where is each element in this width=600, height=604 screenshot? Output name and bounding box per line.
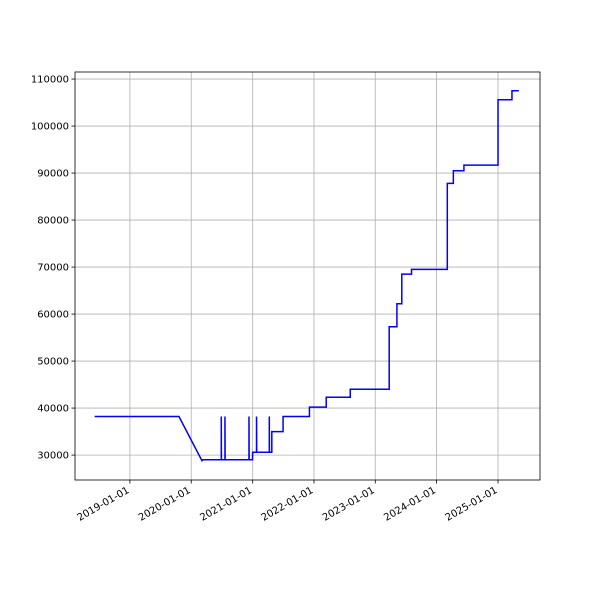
y-tick-label: 110000 bbox=[31, 75, 69, 86]
plot-frame bbox=[74, 71, 541, 481]
y-tick-label: 60000 bbox=[37, 310, 69, 321]
y-tick-label: 90000 bbox=[37, 169, 69, 180]
y-tick-label: 50000 bbox=[37, 357, 69, 368]
y-tick-label: 100000 bbox=[31, 122, 69, 133]
y-tick-label: 40000 bbox=[37, 404, 69, 415]
y-tick-label: 80000 bbox=[37, 216, 69, 227]
y-tick-label: 30000 bbox=[37, 451, 69, 462]
y-tick-label: 70000 bbox=[37, 263, 69, 274]
data-line bbox=[94, 90, 519, 463]
